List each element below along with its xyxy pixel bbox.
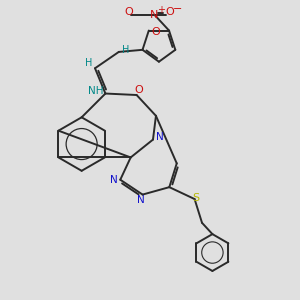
- Text: −: −: [173, 4, 182, 14]
- Text: N: N: [137, 195, 145, 205]
- Text: +: +: [157, 5, 165, 15]
- Text: O: O: [151, 27, 160, 37]
- Text: N: N: [150, 10, 159, 20]
- Text: N: N: [156, 132, 164, 142]
- Text: O: O: [166, 8, 174, 17]
- Text: N: N: [110, 175, 118, 185]
- Text: S: S: [193, 193, 200, 202]
- Text: NH: NH: [88, 85, 104, 96]
- Text: O: O: [124, 8, 133, 17]
- Text: H: H: [85, 58, 93, 68]
- Text: H: H: [122, 44, 129, 55]
- Text: O: O: [135, 85, 143, 95]
